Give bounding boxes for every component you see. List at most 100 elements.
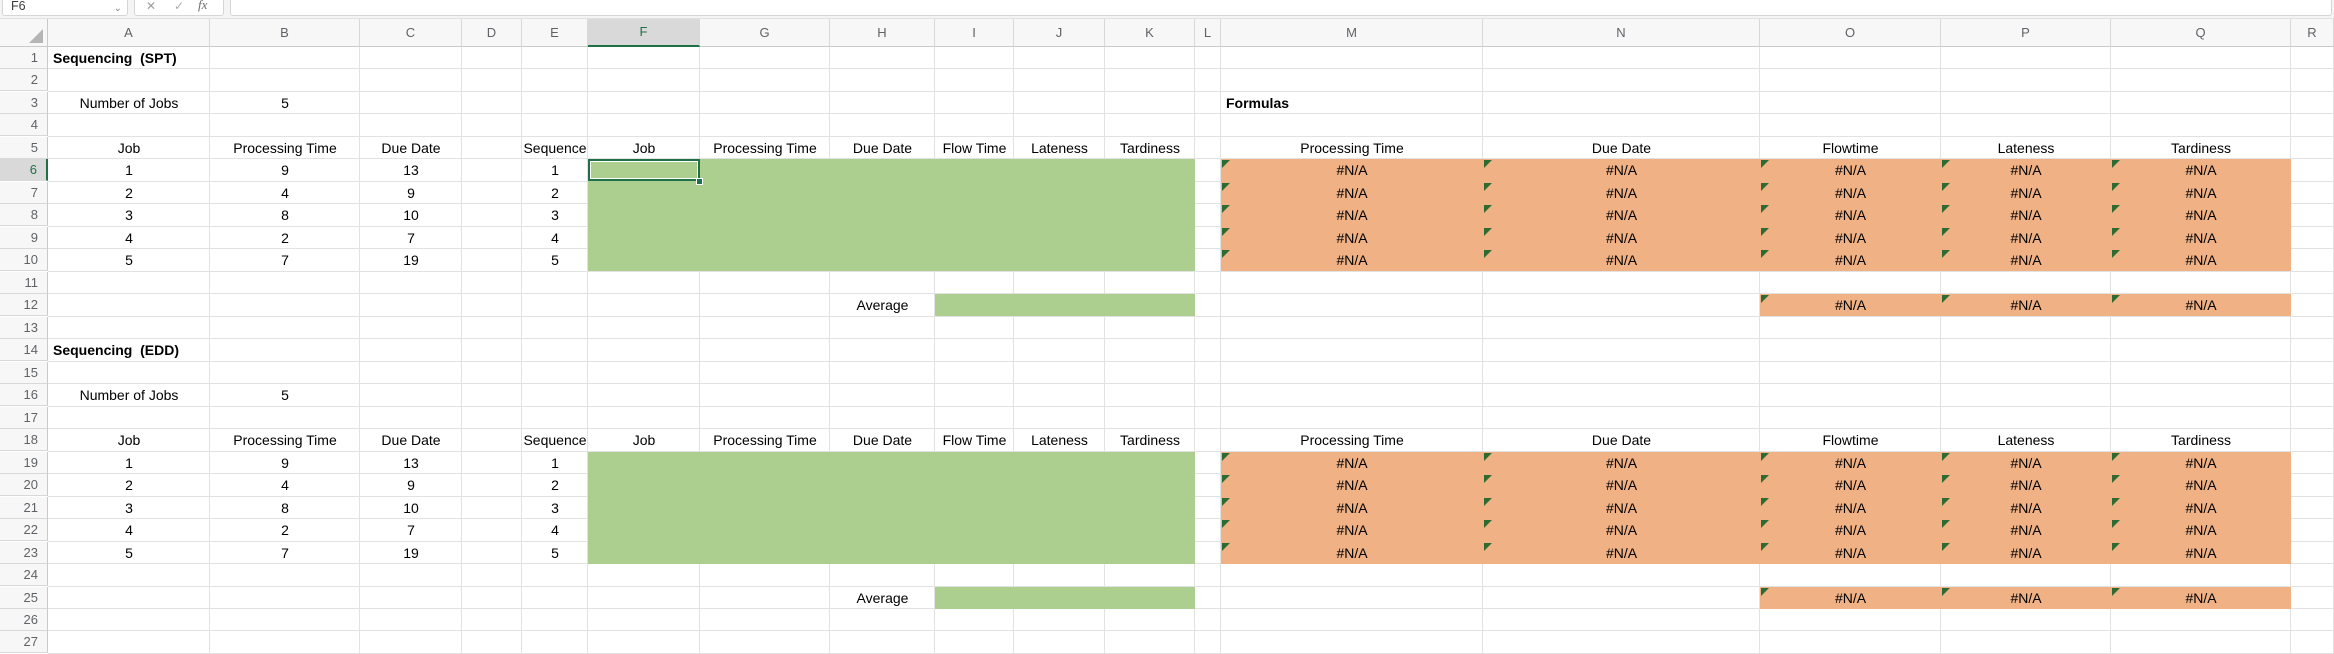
cell-O25[interactable]: #N/A [1760, 587, 1941, 609]
cell-B9[interactable]: 2 [281, 230, 289, 246]
cell-M5[interactable]: Processing Time [1300, 140, 1404, 156]
cell-P9[interactable]: #N/A [1941, 227, 2111, 249]
cell-A20[interactable]: 2 [125, 477, 133, 493]
cell-C23[interactable]: 19 [403, 545, 419, 561]
row-header-9[interactable]: 9 [0, 227, 48, 249]
cell-B6[interactable]: 9 [281, 162, 289, 178]
cell-G18[interactable]: Processing Time [713, 432, 817, 448]
col-header-D[interactable]: D [462, 18, 522, 47]
col-header-L[interactable]: L [1195, 18, 1221, 47]
cell-O12[interactable]: #N/A [1760, 294, 1941, 316]
col-header-G[interactable]: G [700, 18, 830, 47]
fill-handle[interactable] [696, 178, 703, 185]
cell-O6[interactable]: #N/A [1760, 159, 1941, 181]
cell-E20[interactable]: 2 [551, 477, 559, 493]
cell-M8[interactable]: #N/A [1221, 204, 1483, 226]
col-header-R[interactable]: R [2291, 18, 2334, 47]
cell-H18[interactable]: Due Date [852, 432, 913, 448]
cell-P25[interactable]: #N/A [1941, 587, 2111, 609]
cell-A5[interactable]: Job [117, 140, 141, 156]
name-box[interactable]: F6 ⌄ [2, 0, 128, 16]
cell-B22[interactable]: 2 [281, 522, 289, 538]
cell-Q19[interactable]: #N/A [2111, 452, 2291, 474]
cell-I18[interactable]: Flow Time [942, 432, 1007, 448]
cell-O23[interactable]: #N/A [1760, 542, 1941, 564]
row-header-6[interactable]: 6 [0, 159, 48, 181]
cell-N23[interactable]: #N/A [1483, 542, 1760, 564]
cell-H12[interactable]: Average [856, 297, 909, 313]
cell-C7[interactable]: 9 [407, 185, 415, 201]
cell-C20[interactable]: 9 [407, 477, 415, 493]
cell-B3[interactable]: 5 [281, 95, 289, 111]
row-header-12[interactable]: 12 [0, 294, 48, 316]
cell-B19[interactable]: 9 [281, 455, 289, 471]
col-header-F[interactable]: F [588, 18, 700, 47]
cell-P23[interactable]: #N/A [1941, 542, 2111, 564]
cell-M21[interactable]: #N/A [1221, 497, 1483, 519]
cell-C8[interactable]: 10 [403, 207, 419, 223]
cell-Q21[interactable]: #N/A [2111, 497, 2291, 519]
row-header-17[interactable]: 17 [0, 407, 48, 429]
cell-Q20[interactable]: #N/A [2111, 474, 2291, 496]
cell-H25[interactable]: Average [856, 590, 909, 606]
col-header-C[interactable]: C [360, 18, 462, 47]
cell-E9[interactable]: 4 [551, 230, 559, 246]
cell-N9[interactable]: #N/A [1483, 227, 1760, 249]
cell-M6[interactable]: #N/A [1221, 159, 1483, 181]
cell-Q5[interactable]: Tardiness [2171, 140, 2231, 156]
col-header-O[interactable]: O [1760, 18, 1941, 47]
cell-Q8[interactable]: #N/A [2111, 204, 2291, 226]
cell-Q10[interactable]: #N/A [2111, 249, 2291, 271]
row-header-19[interactable]: 19 [0, 452, 48, 474]
cell-O7[interactable]: #N/A [1760, 182, 1941, 204]
cell-B7[interactable]: 4 [281, 185, 289, 201]
enter-icon[interactable]: ✓ [174, 0, 185, 13]
cell-H5[interactable]: Due Date [852, 140, 913, 156]
cell-A16[interactable]: Number of Jobs [79, 387, 179, 403]
cell-M23[interactable]: #N/A [1221, 542, 1483, 564]
cell-B20[interactable]: 4 [281, 477, 289, 493]
cell-N20[interactable]: #N/A [1483, 474, 1760, 496]
cell-J18[interactable]: Lateness [1031, 432, 1088, 448]
cell-P22[interactable]: #N/A [1941, 519, 2111, 541]
row-header-1[interactable]: 1 [0, 47, 48, 69]
row-header-4[interactable]: 4 [0, 114, 48, 136]
cell-O22[interactable]: #N/A [1760, 519, 1941, 541]
row-header-11[interactable]: 11 [0, 272, 48, 294]
cell-N5[interactable]: Due Date [1591, 140, 1652, 156]
cell-M22[interactable]: #N/A [1221, 519, 1483, 541]
col-header-I[interactable]: I [935, 18, 1014, 47]
row-header-25[interactable]: 25 [0, 587, 48, 609]
select-all-button[interactable] [0, 18, 48, 47]
cell-Q23[interactable]: #N/A [2111, 542, 2291, 564]
cell-Q6[interactable]: #N/A [2111, 159, 2291, 181]
row-header-20[interactable]: 20 [0, 474, 48, 496]
cell-B8[interactable]: 8 [281, 207, 289, 223]
cell-F5[interactable]: Job [632, 140, 656, 156]
cell-O8[interactable]: #N/A [1760, 204, 1941, 226]
cell-E8[interactable]: 3 [551, 207, 559, 223]
spreadsheet-grid[interactable]: Sequencing (SPT) Number of Jobs 5 Formulas J… [0, 18, 2334, 654]
cell-E10[interactable]: 5 [551, 252, 559, 268]
cell-O21[interactable]: #N/A [1760, 497, 1941, 519]
cell-E18[interactable]: Sequence [523, 432, 587, 448]
row-header-15[interactable]: 15 [0, 362, 48, 384]
row-header-22[interactable]: 22 [0, 519, 48, 541]
cell-B5[interactable]: Processing Time [233, 140, 337, 156]
cell-P8[interactable]: #N/A [1941, 204, 2111, 226]
cell-B16[interactable]: 5 [281, 387, 289, 403]
cell-E23[interactable]: 5 [551, 545, 559, 561]
cell-A19[interactable]: 1 [125, 455, 133, 471]
cell-A3[interactable]: Number of Jobs [79, 95, 179, 111]
row-header-10[interactable]: 10 [0, 249, 48, 271]
cell-A14[interactable]: Sequencing (EDD) [53, 342, 180, 358]
row-header-21[interactable]: 21 [0, 497, 48, 519]
cell-Q12[interactable]: #N/A [2111, 294, 2291, 316]
cell-K18[interactable]: Tardiness [1120, 432, 1180, 448]
row-header-24[interactable]: 24 [0, 564, 48, 586]
row-header-23[interactable]: 23 [0, 542, 48, 564]
cell-O5[interactable]: Flowtime [1822, 140, 1879, 156]
cell-E5[interactable]: Sequence [523, 140, 587, 156]
cell-A22[interactable]: 4 [125, 522, 133, 538]
cell-N22[interactable]: #N/A [1483, 519, 1760, 541]
